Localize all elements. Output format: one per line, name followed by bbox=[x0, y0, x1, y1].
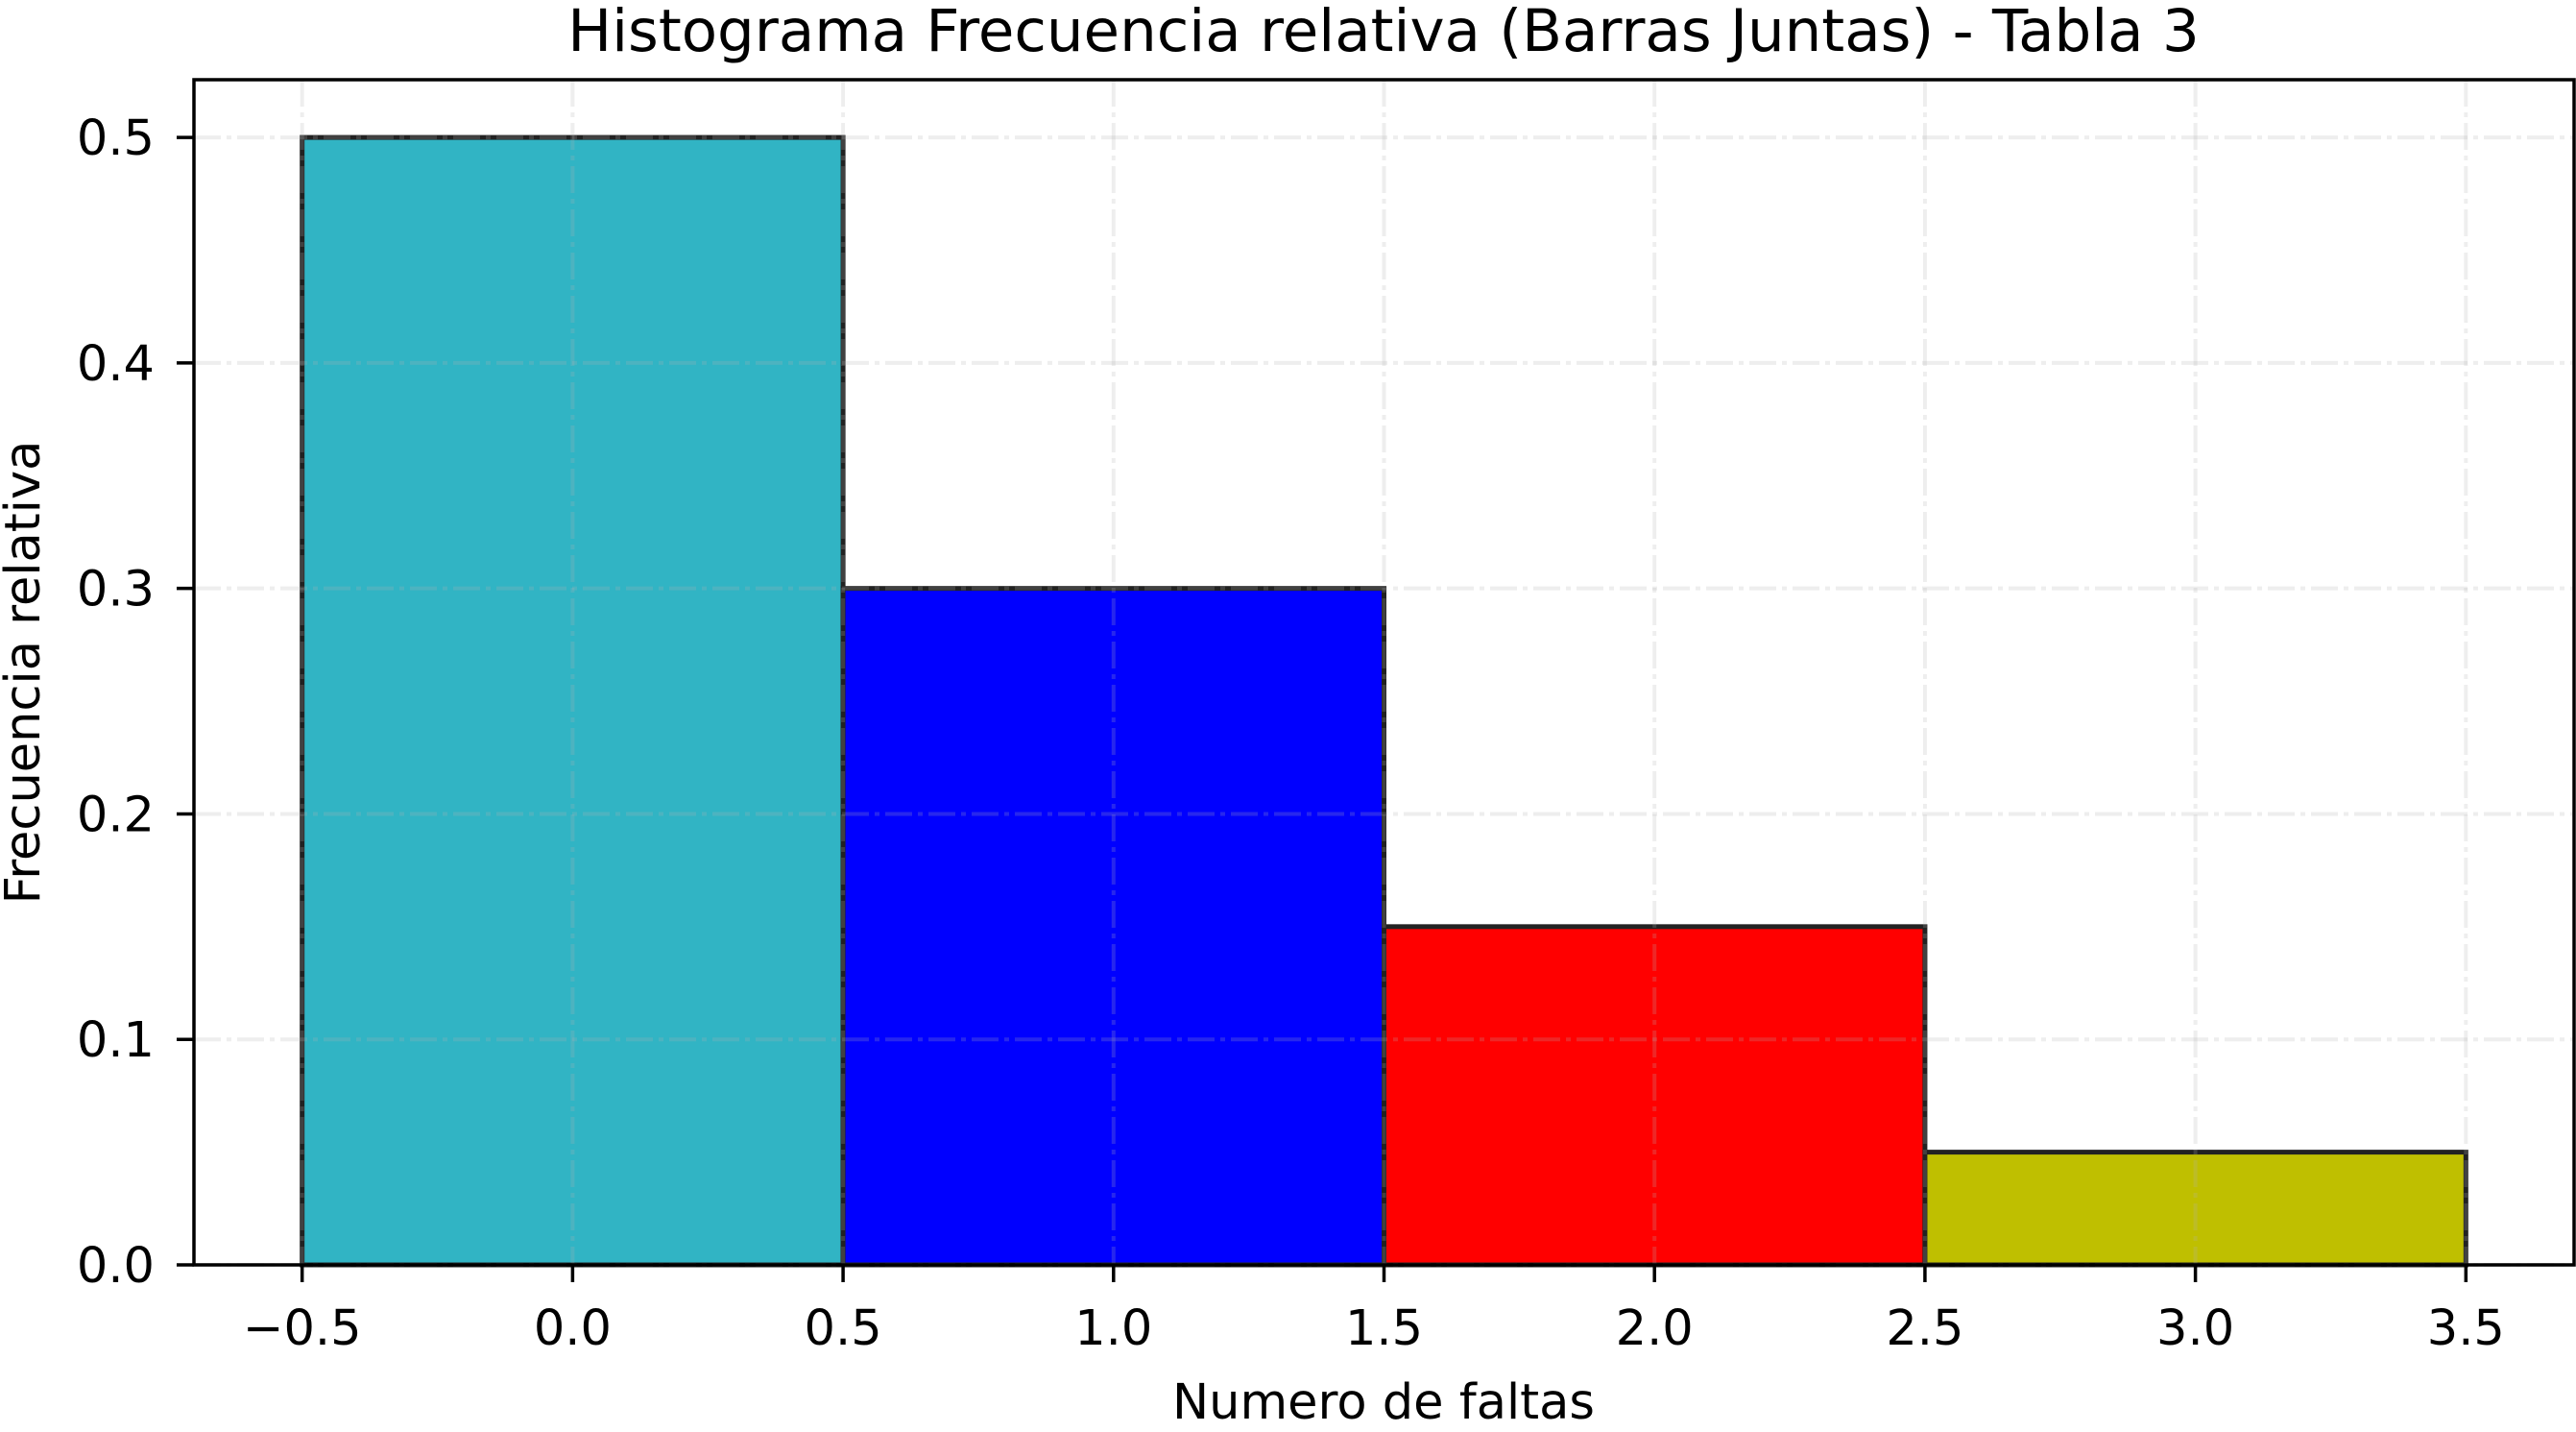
bar-2 bbox=[1382, 924, 1928, 1268]
x-tick-label: 1.0 bbox=[1074, 1300, 1152, 1357]
y-tick-label: 0.5 bbox=[77, 110, 155, 167]
x-tick-label: −0.5 bbox=[243, 1300, 362, 1357]
y-tick-label: 0.4 bbox=[77, 336, 155, 393]
bars bbox=[300, 134, 2468, 1268]
x-tick-label: 0.0 bbox=[534, 1300, 612, 1357]
x-tick-label: 3.0 bbox=[2156, 1300, 2234, 1357]
x-tick-label: 3.5 bbox=[2427, 1300, 2505, 1357]
x-tick-label: 1.5 bbox=[1345, 1300, 1423, 1357]
y-axis-label: Frecuencia relativa bbox=[0, 441, 52, 905]
x-tick-label: 2.0 bbox=[1616, 1300, 1694, 1357]
x-axis-ticks: −0.5 0.0 0.5 1.0 1.5 2.0 2.5 3.0 3.5 bbox=[243, 1265, 2505, 1357]
y-tick-label: 0.1 bbox=[77, 1012, 155, 1069]
x-tick-label: 0.5 bbox=[805, 1300, 882, 1357]
y-axis-ticks: 0.0 0.1 0.2 0.3 0.4 0.5 bbox=[77, 110, 194, 1295]
y-tick-label: 0.3 bbox=[77, 562, 155, 619]
y-tick-label: 0.2 bbox=[77, 787, 155, 843]
x-axis-label: Numero de faltas bbox=[1172, 1374, 1595, 1427]
chart-title: Histograma Frecuencia relativa (Barras J… bbox=[567, 0, 2200, 65]
x-tick-label: 2.5 bbox=[1886, 1300, 1963, 1357]
y-tick-label: 0.0 bbox=[77, 1238, 155, 1295]
